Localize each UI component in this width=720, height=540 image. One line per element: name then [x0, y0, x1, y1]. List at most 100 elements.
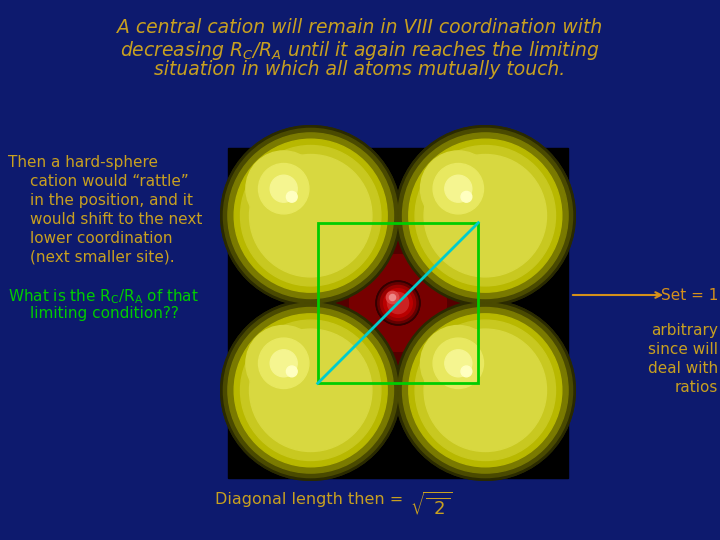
- Circle shape: [415, 320, 556, 461]
- Circle shape: [433, 338, 484, 388]
- Circle shape: [234, 314, 387, 467]
- Circle shape: [415, 145, 556, 286]
- Circle shape: [228, 133, 394, 299]
- Circle shape: [424, 154, 546, 277]
- Circle shape: [461, 366, 472, 377]
- Circle shape: [240, 320, 381, 461]
- Circle shape: [223, 303, 398, 477]
- Circle shape: [424, 329, 546, 451]
- Circle shape: [409, 314, 562, 467]
- Text: Then a hard-sphere: Then a hard-sphere: [8, 155, 158, 170]
- Circle shape: [409, 139, 562, 292]
- Circle shape: [221, 126, 401, 306]
- Circle shape: [270, 175, 297, 202]
- Circle shape: [350, 254, 446, 352]
- Circle shape: [415, 145, 556, 286]
- Circle shape: [395, 300, 575, 480]
- Circle shape: [221, 300, 401, 480]
- Circle shape: [390, 294, 395, 301]
- Circle shape: [250, 329, 372, 451]
- Circle shape: [246, 326, 322, 401]
- Circle shape: [380, 286, 415, 321]
- Circle shape: [223, 129, 398, 303]
- Text: A central cation will remain in VIII coordination with: A central cation will remain in VIII coo…: [117, 18, 603, 37]
- Circle shape: [258, 338, 309, 388]
- Circle shape: [433, 164, 484, 214]
- Circle shape: [387, 292, 399, 303]
- Circle shape: [221, 300, 401, 480]
- Circle shape: [221, 126, 401, 306]
- Circle shape: [287, 366, 297, 377]
- Circle shape: [409, 314, 562, 467]
- Text: limiting condition??: limiting condition??: [30, 306, 179, 321]
- Circle shape: [270, 350, 297, 377]
- Circle shape: [420, 151, 496, 226]
- Text: $\sqrt{\overline{\ \,2\,}}$: $\sqrt{\overline{\ \,2\,}}$: [410, 492, 453, 519]
- Circle shape: [250, 154, 372, 277]
- Circle shape: [287, 191, 297, 202]
- Circle shape: [433, 338, 484, 388]
- Circle shape: [415, 320, 556, 461]
- Text: in the position, and it: in the position, and it: [30, 193, 193, 208]
- Text: situation in which all atoms mutually touch.: situation in which all atoms mutually to…: [154, 60, 566, 79]
- Circle shape: [402, 307, 568, 473]
- Circle shape: [395, 126, 575, 306]
- Circle shape: [378, 283, 418, 323]
- Circle shape: [240, 145, 381, 286]
- Text: arbitrary: arbitrary: [651, 323, 718, 338]
- Circle shape: [398, 303, 572, 477]
- Circle shape: [250, 154, 372, 277]
- Text: Set = 1: Set = 1: [661, 287, 718, 302]
- Bar: [228, 148, 568, 478]
- Circle shape: [246, 151, 322, 226]
- Circle shape: [398, 129, 572, 303]
- Text: would shift to the next: would shift to the next: [30, 212, 202, 227]
- Circle shape: [240, 320, 381, 461]
- Circle shape: [445, 350, 472, 377]
- Circle shape: [395, 300, 575, 480]
- Circle shape: [223, 129, 398, 303]
- Circle shape: [376, 281, 420, 325]
- Circle shape: [433, 164, 484, 214]
- Circle shape: [234, 139, 387, 292]
- Circle shape: [246, 151, 322, 226]
- Circle shape: [387, 292, 399, 303]
- Circle shape: [424, 154, 546, 277]
- Circle shape: [336, 241, 459, 364]
- Text: Diagonal length then =: Diagonal length then =: [215, 492, 408, 507]
- Circle shape: [240, 145, 381, 286]
- Text: lower coordination: lower coordination: [30, 231, 173, 246]
- Circle shape: [461, 191, 472, 202]
- Text: cation would “rattle”: cation would “rattle”: [30, 174, 189, 189]
- Circle shape: [402, 307, 568, 473]
- Circle shape: [258, 164, 309, 214]
- Circle shape: [402, 133, 568, 299]
- Circle shape: [420, 326, 496, 401]
- Circle shape: [234, 139, 387, 292]
- Circle shape: [390, 294, 395, 301]
- Circle shape: [387, 293, 408, 314]
- Text: ratios: ratios: [675, 380, 718, 395]
- Circle shape: [376, 281, 420, 325]
- Text: deal with: deal with: [648, 361, 718, 376]
- Circle shape: [378, 283, 418, 323]
- Circle shape: [398, 303, 572, 477]
- Text: decreasing R$_\mathregular{C}$/R$_\mathregular{A}$ until it again reaches the li: decreasing R$_\mathregular{C}$/R$_\mathr…: [120, 39, 600, 62]
- Circle shape: [270, 350, 297, 377]
- Circle shape: [270, 175, 297, 202]
- Circle shape: [380, 286, 415, 321]
- Circle shape: [445, 175, 472, 202]
- Circle shape: [461, 191, 472, 202]
- Circle shape: [409, 139, 562, 292]
- Circle shape: [228, 307, 394, 473]
- Circle shape: [287, 366, 297, 377]
- Circle shape: [234, 314, 387, 467]
- Circle shape: [424, 329, 546, 451]
- Circle shape: [420, 151, 496, 226]
- Circle shape: [223, 303, 398, 477]
- Circle shape: [420, 326, 496, 401]
- Circle shape: [398, 129, 572, 303]
- Circle shape: [246, 326, 322, 401]
- Text: What is the R$_\mathregular{C}$/R$_\mathregular{A}$ of that: What is the R$_\mathregular{C}$/R$_\math…: [8, 287, 199, 306]
- Circle shape: [384, 289, 413, 318]
